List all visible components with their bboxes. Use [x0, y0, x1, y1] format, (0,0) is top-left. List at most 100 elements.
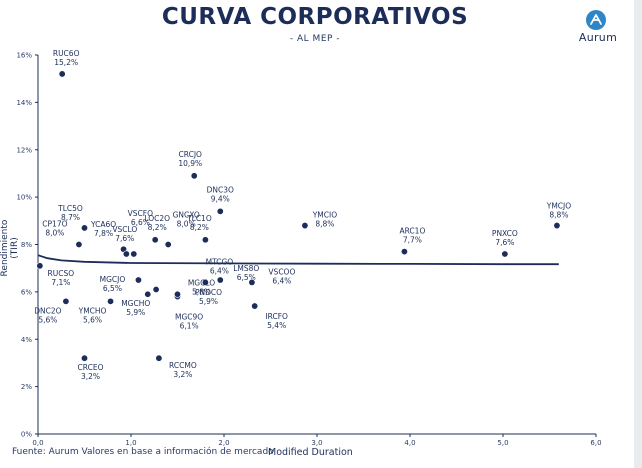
window-edge [634, 0, 642, 468]
y-tick-label: 12% [16, 146, 32, 154]
point-name-label: VSCOO [268, 267, 295, 276]
data-point [107, 297, 115, 305]
data-point [216, 207, 224, 215]
point-name-label: YCA6O [90, 220, 116, 229]
point-name-label: MGCLO [188, 279, 215, 288]
point-name-label: TLC5O [57, 204, 83, 213]
point-value-label: 5,9% [126, 308, 145, 317]
aurum-logo: Aurum [568, 10, 628, 46]
data-point [151, 236, 159, 244]
y-tick-label: 10% [16, 194, 32, 202]
point-name-label: CRCJO [179, 150, 203, 159]
x-tick-label: 0,0 [32, 439, 43, 447]
point-value-label: 8,0% [177, 220, 196, 229]
point-value-label: 3,2% [173, 370, 192, 379]
data-point [36, 262, 44, 270]
point-value-label: 9,4% [211, 194, 230, 203]
data-point [152, 286, 160, 294]
point-name-label: YMCJO [546, 202, 572, 211]
point-name-label: VSCFO [128, 209, 153, 218]
data-point [400, 248, 408, 256]
chart-subtitle: - AL MEP - [289, 34, 341, 44]
x-tick-label: 2,0 [218, 439, 229, 447]
point-name-label: ARC1O [399, 227, 425, 236]
point-name-label: MGC9O [175, 313, 203, 322]
data-point [553, 222, 561, 230]
point-value-label: 7,1% [51, 278, 70, 287]
point-name-label: PNDCO [195, 288, 222, 297]
point-name-label: DNC3O [207, 185, 234, 194]
data-point [58, 70, 66, 78]
data-point [75, 241, 83, 249]
data-point [81, 354, 89, 362]
data-point [130, 250, 138, 258]
data-point [62, 297, 70, 305]
point-value-label: 5,9% [199, 297, 218, 306]
y-tick-label: 16% [16, 52, 32, 60]
point-name-label: RUC6O [53, 49, 80, 58]
point-name-label: GNCXO [173, 211, 200, 220]
point-name-label: CRCEO [78, 363, 104, 372]
point-value-label: 7,6% [115, 234, 134, 243]
data-point [81, 224, 89, 232]
point-value-label: 5,6% [38, 315, 57, 324]
y-tick-label: 4% [21, 336, 32, 344]
x-tick-label: 3,0 [311, 439, 322, 447]
point-name-label: IRCFO [265, 312, 288, 321]
point-name-label: MGCJO [100, 275, 126, 284]
x-tick-label: 6,0 [590, 439, 601, 447]
y-tick-label: 8% [21, 241, 32, 249]
point-value-label: 7,6% [495, 238, 514, 247]
data-point [155, 354, 163, 362]
data-point [301, 222, 309, 230]
point-value-label: 8,2% [148, 223, 167, 232]
point-value-label: 3,2% [81, 372, 100, 381]
data-point [201, 278, 209, 286]
point-name-label: CP17O [42, 220, 67, 229]
point-value-label: 6,4% [210, 266, 229, 275]
x-tick-label: 1,0 [125, 439, 136, 447]
aurum-logo-icon [586, 10, 606, 30]
y-tick-label: 14% [16, 99, 32, 107]
point-name-label: LMS8O [233, 264, 259, 273]
point-value-label: 6,5% [103, 284, 122, 293]
point-name-label: MGCHO [121, 299, 150, 308]
point-value-label: 5,8% [192, 288, 211, 297]
data-point [251, 302, 259, 310]
data-point [190, 172, 198, 180]
data-point [174, 290, 182, 298]
point-name-label: VSCLO [112, 225, 137, 234]
data-point [144, 290, 152, 298]
x-tick-label: 4,0 [404, 439, 415, 447]
point-name-label: YMCIO [312, 211, 338, 220]
y-tick-label: 2% [21, 383, 32, 391]
point-name-label: PNXCO [492, 229, 518, 238]
point-value-label: 7,8% [94, 229, 113, 238]
point-value-label: 6,6% [131, 218, 150, 227]
data-point [122, 250, 130, 258]
trend-curve [37, 254, 559, 266]
point-value-label: 8,2% [190, 223, 209, 232]
x-tick-label: 5,0 [497, 439, 508, 447]
point-value-label: 15,2% [54, 58, 78, 67]
y-axis-title: Rendimiento (TIR) [0, 219, 20, 277]
point-name-label: YMCHO [78, 306, 107, 315]
point-value-label: 8,0% [45, 229, 64, 238]
data-point [134, 276, 142, 284]
x-axis-title: Modified Duration [268, 447, 353, 458]
point-value-label: 8,8% [315, 220, 334, 229]
data-point [501, 250, 509, 258]
point-value-label: 5,4% [267, 321, 286, 330]
point-value-label: 8,8% [549, 211, 568, 220]
point-value-label: 8,7% [61, 213, 80, 222]
point-name-label: RUCSO [48, 269, 75, 278]
data-point [164, 241, 172, 249]
point-value-label: 5,6% [83, 315, 102, 324]
point-name-label: DNC2O [34, 306, 61, 315]
logo-text: Aurum [578, 31, 618, 44]
point-value-label: 7,7% [403, 236, 422, 245]
point-value-label: 10,9% [178, 159, 202, 168]
point-name-label: RCCMO [169, 361, 197, 370]
